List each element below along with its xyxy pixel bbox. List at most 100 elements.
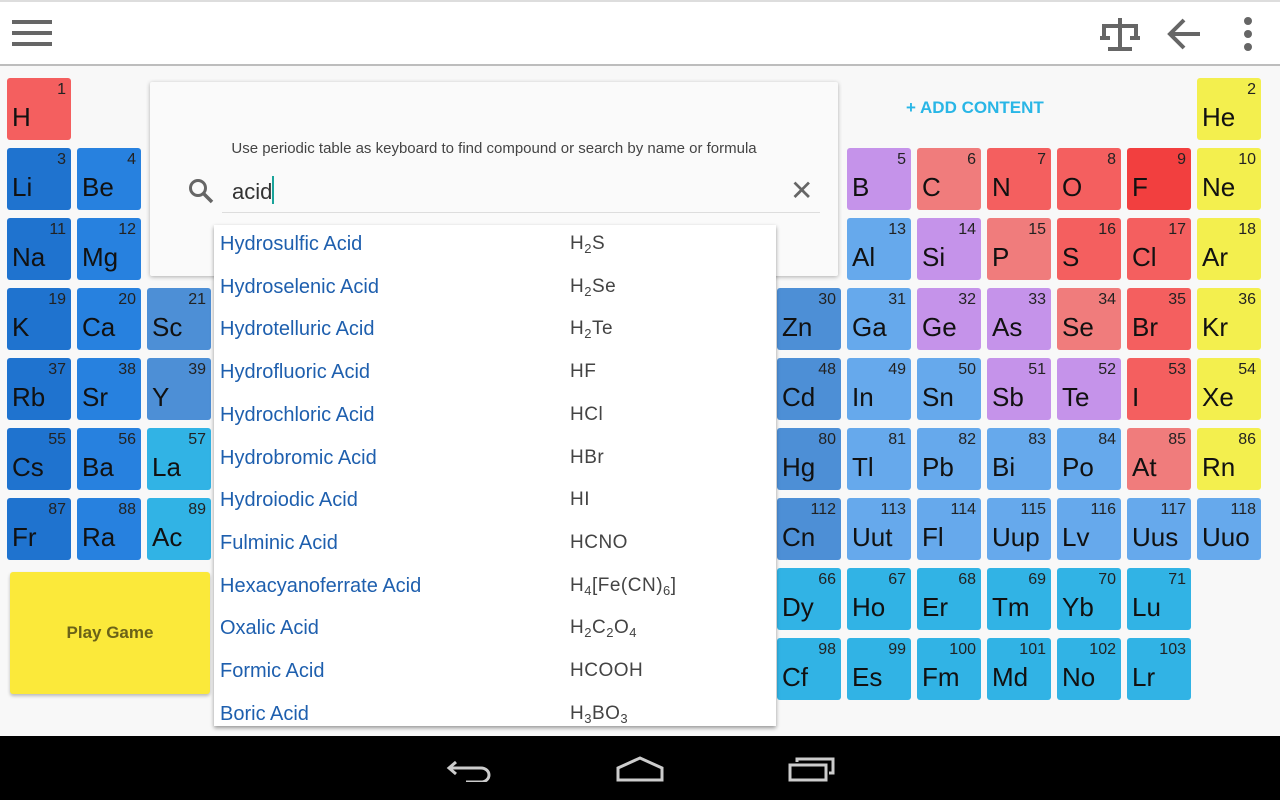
element-yb[interactable]: 70 Yb [1057,568,1121,630]
element-symbol: Fr [12,522,37,552]
element-te[interactable]: 52 Te [1057,358,1121,420]
element-se[interactable]: 34 Se [1057,288,1121,350]
element-k[interactable]: 19 K [7,288,71,350]
element-cn[interactable]: 112 Cn [777,498,841,560]
element-cd[interactable]: 48 Cd [777,358,841,420]
element-symbol: F [1132,172,1148,202]
element-s[interactable]: 16 S [1057,218,1121,280]
result-row[interactable]: Hydrochloric Acid HCl [214,396,776,438]
result-row[interactable]: Hydrosulfic Acid H2S [214,225,776,267]
element-uuo[interactable]: 118 Uuo [1197,498,1261,560]
element-cs[interactable]: 55 Cs [7,428,71,490]
add-content-button[interactable]: + ADD CONTENT [906,98,1044,117]
element-p[interactable]: 15 P [987,218,1051,280]
element-y[interactable]: 39 Y [147,358,211,420]
element-md[interactable]: 101 Md [987,638,1051,700]
result-row[interactable]: Formic Acid HCOOH [214,652,776,694]
element-uus[interactable]: 117 Uus [1127,498,1191,560]
nav-recents-icon[interactable] [788,756,836,782]
element-ne[interactable]: 10 Ne [1197,148,1261,210]
play-game-button[interactable]: Play Game [10,572,210,694]
element-tl[interactable]: 81 Tl [847,428,911,490]
result-row[interactable]: Oxalic Acid H2C2O4 [214,609,776,651]
element-er[interactable]: 68 Er [917,568,981,630]
element-fm[interactable]: 100 Fm [917,638,981,700]
element-sr[interactable]: 38 Sr [77,358,141,420]
result-row[interactable]: Hydrobromic Acid HBr [214,439,776,481]
element-ac[interactable]: 89 Ac [147,498,211,560]
element-mg[interactable]: 12 Mg [77,218,141,280]
element-no[interactable]: 102 No [1057,638,1121,700]
element-sc[interactable]: 21 Sc [147,288,211,350]
arrow-back-icon[interactable] [1166,16,1204,52]
element-sb[interactable]: 51 Sb [987,358,1051,420]
element-sn[interactable]: 50 Sn [917,358,981,420]
element-fl[interactable]: 114 Fl [917,498,981,560]
search-results-list[interactable]: Hydrosulfic Acid H2S Hydroselenic Acid H2Se… [214,225,776,726]
element-kr[interactable]: 36 Kr [1197,288,1261,350]
element-po[interactable]: 84 Po [1057,428,1121,490]
element-in[interactable]: 49 In [847,358,911,420]
element-fr[interactable]: 87 Fr [7,498,71,560]
element-ba[interactable]: 56 Ba [77,428,141,490]
element-tm[interactable]: 69 Tm [987,568,1051,630]
balance-scale-icon[interactable] [1098,16,1142,52]
result-row[interactable]: Hydrofluoric Acid HF [214,353,776,395]
element-i[interactable]: 53 I [1127,358,1191,420]
result-row[interactable]: Hydroiodic Acid HI [214,481,776,523]
element-uup[interactable]: 115 Uup [987,498,1051,560]
element-lu[interactable]: 71 Lu [1127,568,1191,630]
element-pb[interactable]: 82 Pb [917,428,981,490]
clear-icon[interactable]: ✕ [790,175,814,206]
result-row[interactable]: Hydrotelluric Acid H2Te [214,310,776,352]
element-ga[interactable]: 31 Ga [847,288,911,350]
element-uut[interactable]: 113 Uut [847,498,911,560]
element-la[interactable]: 57 La [147,428,211,490]
more-vert-icon[interactable] [1240,16,1256,52]
element-br[interactable]: 35 Br [1127,288,1191,350]
element-ar[interactable]: 18 Ar [1197,218,1261,280]
element-at[interactable]: 85 At [1127,428,1191,490]
element-al[interactable]: 13 Al [847,218,911,280]
element-li[interactable]: 3 Li [7,148,71,210]
element-es[interactable]: 99 Es [847,638,911,700]
element-ca[interactable]: 20 Ca [77,288,141,350]
element-rb[interactable]: 37 Rb [7,358,71,420]
element-bi[interactable]: 83 Bi [987,428,1051,490]
result-row[interactable]: Hydroselenic Acid H2Se [214,268,776,310]
element-ra[interactable]: 88 Ra [77,498,141,560]
element-as[interactable]: 33 As [987,288,1051,350]
element-dy[interactable]: 66 Dy [777,568,841,630]
element-lr[interactable]: 103 Lr [1127,638,1191,700]
element-ge[interactable]: 32 Ge [917,288,981,350]
element-na[interactable]: 11 Na [7,218,71,280]
element-rn[interactable]: 86 Rn [1197,428,1261,490]
element-lv[interactable]: 116 Lv [1057,498,1121,560]
element-ho[interactable]: 67 Ho [847,568,911,630]
nav-back-icon[interactable] [446,758,492,782]
element-cf[interactable]: 98 Cf [777,638,841,700]
result-row[interactable]: Boric Acid H3BO3 [214,695,776,726]
result-row[interactable]: Fulminic Acid HCNO [214,524,776,566]
element-symbol: Dy [782,592,814,622]
nav-home-icon[interactable] [616,756,664,782]
play-game-label: Play Game [66,623,154,642]
element-si[interactable]: 14 Si [917,218,981,280]
element-symbol: Uuo [1202,522,1250,552]
compound-name: Hydrochloric Acid [220,403,375,426]
search-input[interactable]: acid [232,176,275,205]
element-zn[interactable]: 30 Zn [777,288,841,350]
element-hg[interactable]: 80 Hg [777,428,841,490]
element-cl[interactable]: 17 Cl [1127,218,1191,280]
element-be[interactable]: 4 Be [77,148,141,210]
result-row[interactable]: Hexacyanoferrate Acid H4[Fe(CN)6] [214,567,776,609]
element-he[interactable]: 2 He [1197,78,1261,140]
element-xe[interactable]: 54 Xe [1197,358,1261,420]
hamburger-icon[interactable] [12,20,52,48]
